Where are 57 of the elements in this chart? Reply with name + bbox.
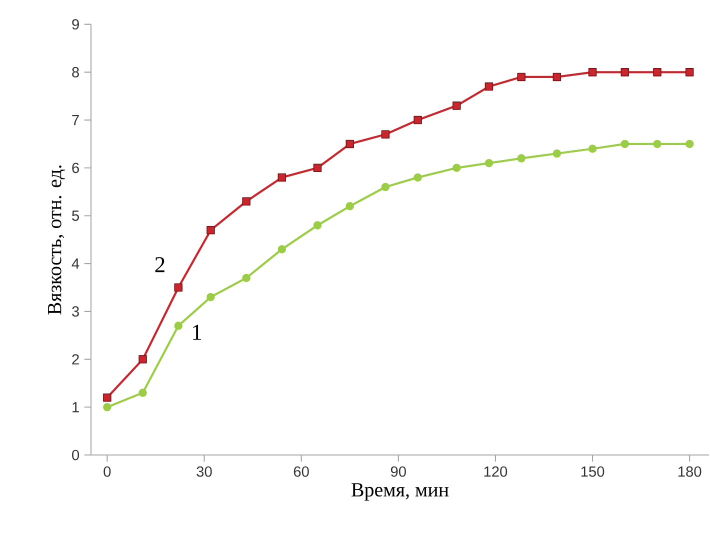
point [206,292,215,302]
point [414,116,422,124]
series-label: 2 [155,257,164,272]
point [206,226,215,234]
point [552,72,562,82]
y-axis-title: Вязкость, отн. ед. [48,165,65,315]
point [620,68,630,76]
point [278,173,286,182]
point [346,140,354,148]
point [620,140,630,148]
y-tick-label: 0 [72,450,80,460]
y-tick-label: 8 [72,67,79,78]
point [588,144,597,153]
y-tick-label: 6 [72,162,79,174]
x-tick-label: 90 [390,466,406,477]
point [174,283,182,292]
x-axis-title: Время, мин [352,483,449,501]
point [484,82,494,91]
point [517,154,526,162]
y-tick-label: 2 [72,354,79,364]
y-tick-label: 4 [72,258,80,269]
point [452,102,461,110]
point [685,140,694,148]
point [552,149,562,158]
x-tick-label: 120 [484,466,508,477]
point [517,72,526,82]
y-tick-label: 5 [72,210,79,221]
point [381,182,390,192]
point [103,393,112,402]
point [653,140,662,148]
y-tick-label: 1 [72,402,79,412]
x-tick-label: 60 [294,466,309,477]
point [685,68,694,76]
point [242,274,250,282]
point [138,355,147,364]
point [174,322,182,330]
y-tick-label: 9 [72,19,79,30]
point [484,158,494,168]
point [103,403,112,412]
point [346,202,354,210]
point [278,245,286,254]
point [138,388,147,397]
point [313,221,322,230]
x-tick-label: 150 [581,466,604,477]
point [242,197,250,206]
point [313,164,322,172]
point [653,68,662,76]
point [452,164,461,172]
y-tick-label: 3 [72,306,79,317]
point [588,68,597,76]
x-tick-label: 0 [104,466,111,477]
series-label: 1 [193,324,202,340]
x-tick-label: 30 [196,466,212,477]
x-tick-label: 180 [678,466,702,477]
point [381,130,390,139]
point [414,173,422,182]
y-tick-label: 7 [72,115,79,126]
